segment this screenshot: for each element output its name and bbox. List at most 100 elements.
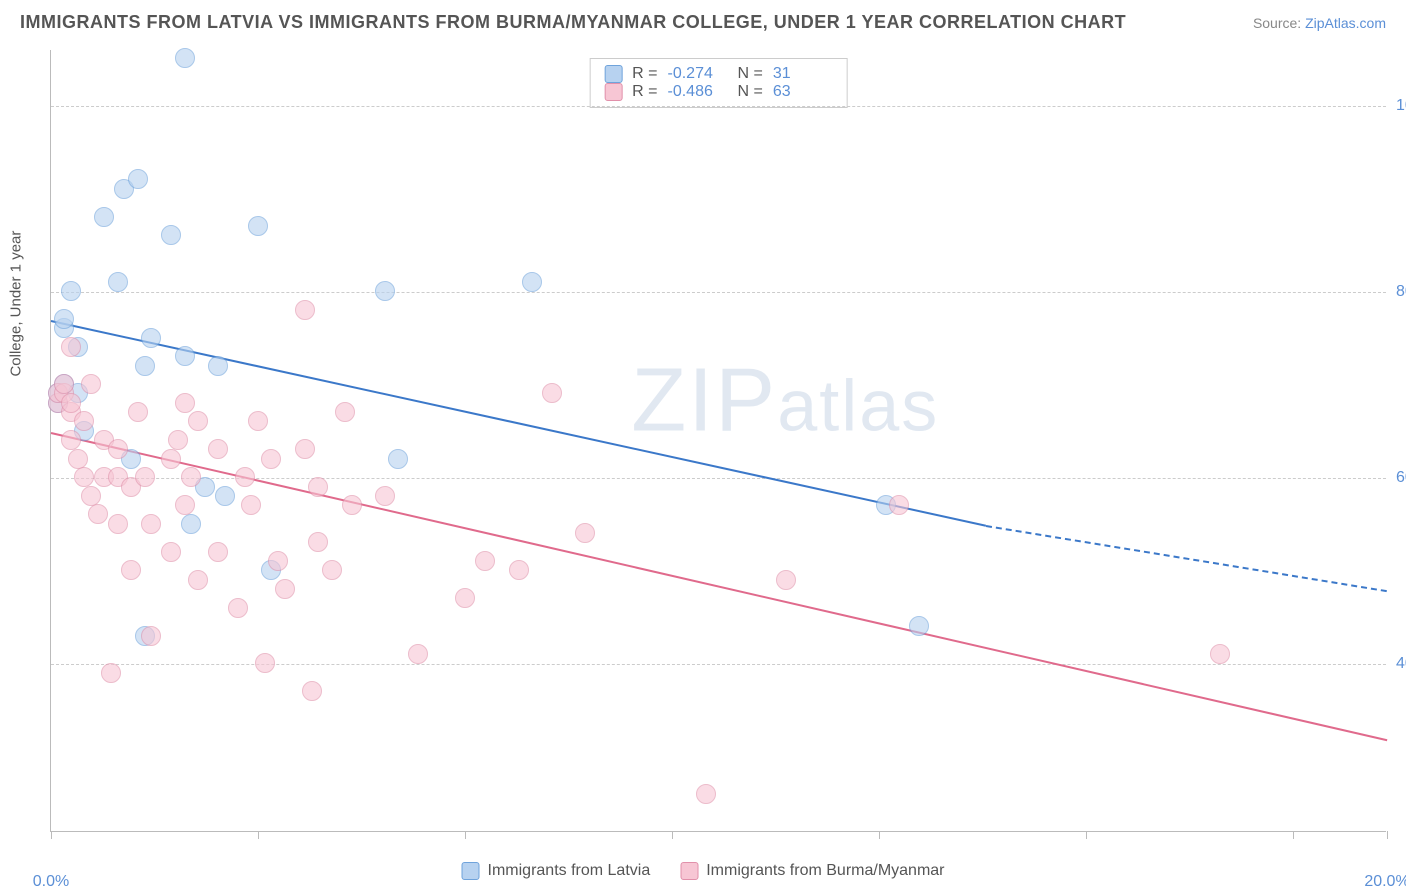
data-point-series-1 [261,449,281,469]
r-label: R = [632,83,657,101]
data-point-series-1 [81,486,101,506]
data-point-series-0 [128,169,148,189]
r-label: R = [632,65,657,83]
data-point-series-1 [108,439,128,459]
ytick-label: 80.0% [1396,283,1406,301]
xtick-label: 20.0% [1364,873,1406,891]
data-point-series-1 [108,514,128,534]
series-swatch [604,65,622,83]
legend-item: Immigrants from Burma/Myanmar [680,862,944,880]
data-point-series-1 [475,551,495,571]
data-point-series-1 [295,439,315,459]
data-point-series-0 [388,449,408,469]
data-point-series-0 [375,281,395,301]
xtick [465,831,466,839]
data-point-series-1 [74,467,94,487]
gridline [51,106,1386,107]
gridline [51,664,1386,665]
data-point-series-1 [61,337,81,357]
data-point-series-1 [241,495,261,515]
r-value: -0.274 [668,65,728,83]
data-point-series-1 [308,477,328,497]
data-point-series-1 [408,644,428,664]
data-point-series-1 [255,653,275,673]
legend-label: Immigrants from Burma/Myanmar [706,862,944,880]
data-point-series-1 [575,523,595,543]
data-point-series-1 [175,495,195,515]
data-point-series-0 [61,281,81,301]
stats-row: R = -0.486 N = 63 [604,83,833,101]
ytick-label: 60.0% [1396,469,1406,487]
data-point-series-1 [141,626,161,646]
n-label: N = [738,83,763,101]
stats-box: R = -0.274 N = 31 R = -0.486 N = 63 [589,58,848,108]
data-point-series-1 [268,551,288,571]
ytick-label: 100.0% [1396,97,1406,115]
legend-label: Immigrants from Latvia [488,862,651,880]
data-point-series-1 [61,393,81,413]
data-point-series-1 [322,560,342,580]
xtick [258,831,259,839]
trend-line-0 [986,525,1387,592]
xtick [1293,831,1294,839]
legend-item: Immigrants from Latvia [462,862,651,880]
data-point-series-1 [175,393,195,413]
data-point-series-0 [181,514,201,534]
data-point-series-1 [235,467,255,487]
data-point-series-1 [208,542,228,562]
data-point-series-1 [168,430,188,450]
legend: Immigrants from Latvia Immigrants from Bu… [462,862,945,880]
data-point-series-0 [909,616,929,636]
data-point-series-1 [161,449,181,469]
chart-title: IMMIGRANTS FROM LATVIA VS IMMIGRANTS FRO… [20,12,1126,33]
data-point-series-1 [81,374,101,394]
data-point-series-0 [94,207,114,227]
data-point-series-1 [248,411,268,431]
data-point-series-1 [188,411,208,431]
data-point-series-1 [342,495,362,515]
data-point-series-0 [135,356,155,376]
n-label: N = [738,65,763,83]
data-point-series-1 [61,430,81,450]
data-point-series-1 [121,560,141,580]
data-point-series-1 [302,681,322,701]
data-point-series-1 [509,560,529,580]
data-point-series-0 [175,48,195,68]
gridline [51,292,1386,293]
data-point-series-1 [74,411,94,431]
data-point-series-0 [141,328,161,348]
data-point-series-0 [161,225,181,245]
data-point-series-1 [188,570,208,590]
data-point-series-1 [54,374,74,394]
data-point-series-0 [522,272,542,292]
data-point-series-1 [88,504,108,524]
data-point-series-0 [175,346,195,366]
data-point-series-0 [248,216,268,236]
data-point-series-1 [128,402,148,422]
stats-row: R = -0.274 N = 31 [604,65,833,83]
n-value: 63 [773,83,833,101]
data-point-series-1 [295,300,315,320]
data-point-series-1 [141,514,161,534]
xtick [879,831,880,839]
data-point-series-1 [542,383,562,403]
data-point-series-1 [161,542,181,562]
data-point-series-0 [215,486,235,506]
data-point-series-1 [68,449,88,469]
n-value: 31 [773,65,833,83]
data-point-series-1 [208,439,228,459]
data-point-series-1 [275,579,295,599]
data-point-series-1 [1210,644,1230,664]
xtick [51,831,52,839]
data-point-series-1 [455,588,475,608]
r-value: -0.486 [668,83,728,101]
xtick [672,831,673,839]
source-link[interactable]: ZipAtlas.com [1305,15,1386,31]
data-point-series-1 [101,663,121,683]
data-point-series-1 [375,486,395,506]
y-axis-label: College, Under 1 year [8,230,25,376]
legend-swatch [680,862,698,880]
data-point-series-1 [308,532,328,552]
source-credit: Source: ZipAtlas.com [1253,15,1386,31]
legend-swatch [462,862,480,880]
